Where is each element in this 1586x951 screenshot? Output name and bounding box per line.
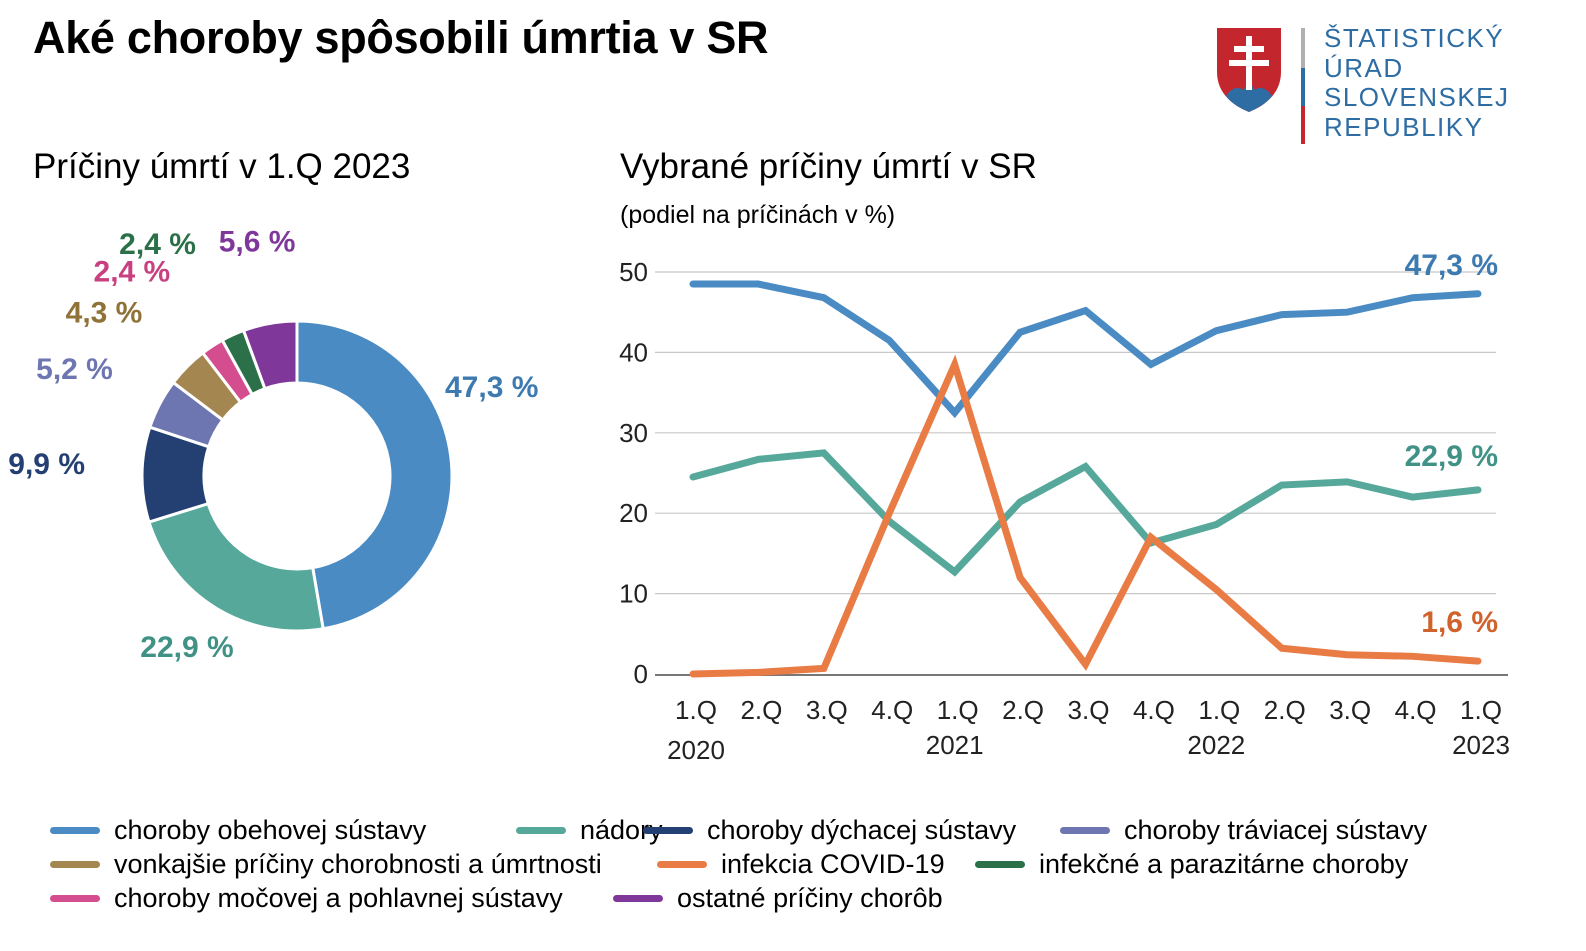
legend-label: vonkajšie príčiny chorobnosti a úmrtnost… [114, 849, 602, 879]
legend-label: infekčné a parazitárne choroby [1039, 849, 1409, 879]
x-year-label: 2023 [1452, 730, 1510, 760]
legend-label: choroby dýchacej sústavy [707, 815, 1017, 845]
legend-swatch [643, 827, 693, 834]
x-tick-label: 3.Q [1068, 695, 1110, 725]
x-tick-label: 1.Q [937, 695, 979, 725]
x-tick-label: 1.Q [675, 695, 717, 725]
y-tick-label: 50 [619, 257, 648, 287]
x-tick-label: 4.Q [1395, 695, 1437, 725]
legend-item: nádory [516, 815, 663, 846]
logo-line: REPUBLIKY [1324, 111, 1484, 142]
legend-label: ostatné príčiny chorôb [677, 883, 943, 913]
x-year-label: 2021 [926, 730, 984, 760]
y-tick-label: 20 [619, 498, 648, 528]
legend-label: choroby tráviacej sústavy [1124, 815, 1428, 845]
logo-text: ŠTATISTICKÝ ÚRAD SLOVENSKEJ REPUBLIKY [1324, 23, 1510, 142]
donut-slice-label: 2,4 % [119, 228, 196, 261]
line-series [689, 354, 1482, 678]
line-series [689, 449, 1482, 577]
y-tick-label: 0 [634, 659, 648, 689]
legend-item: choroby tráviacej sústavy [1060, 815, 1427, 846]
legend-item: vonkajšie príčiny chorobnosti a úmrtnost… [50, 849, 602, 880]
legend-item: choroby dýchacej sústavy [643, 815, 1016, 846]
donut-chart-title: Príčiny úmrtí v 1.Q 2023 [33, 147, 411, 186]
donut-slice [147, 501, 325, 633]
donut-slice-label: 9,9 % [8, 448, 85, 481]
x-year-label: 2020 [667, 735, 725, 765]
donut-slice [295, 319, 454, 631]
donut-slice-label: 5,2 % [36, 353, 113, 386]
charts-canvas: 47,3 % 22,9 % 9,9 % 5,2 % 4,3 % 2,4 %2,4 % 5,6… [8, 226, 1510, 765]
line-series [689, 280, 1482, 419]
legend-label: choroby obehovej sústavy [114, 815, 427, 845]
donut-slice [241, 319, 299, 391]
y-tick-label: 10 [619, 579, 648, 609]
legend-item: choroby močovej a pohlavnej sústavy [50, 883, 563, 914]
legend-item: infekcia COVID-19 [657, 849, 945, 880]
x-tick-label: 3.Q [806, 695, 848, 725]
donut-slice-label: 2,4 % [94, 256, 171, 289]
donut-slice-label: 47,3 % [445, 371, 538, 404]
line-chart-title: Vybrané príčiny úmrtí v SR [620, 147, 1037, 186]
slovak-coat-of-arms-icon [1217, 28, 1281, 112]
x-tick-label: 2.Q [1264, 695, 1306, 725]
legend-item: choroby obehovej sústavy [50, 815, 426, 846]
legend-swatch [1060, 827, 1110, 834]
x-tick-label: 2.Q [1002, 695, 1044, 725]
legend-swatch [657, 861, 707, 868]
donut-slice-label: 22,9 % [140, 631, 233, 664]
donut-slice-label: 4,3 % [66, 296, 143, 329]
logo-line: ŠTATISTICKÝ [1324, 23, 1505, 53]
legend-swatch [50, 861, 100, 868]
x-tick-label: 4.Q [871, 695, 913, 725]
legend-swatch [50, 827, 100, 834]
legend-label: infekcia COVID-19 [721, 849, 945, 879]
legend-swatch [975, 861, 1025, 868]
y-tick-label: 40 [619, 337, 648, 367]
legend-item: infekčné a parazitárne choroby [975, 849, 1408, 880]
legend-swatch [50, 895, 100, 902]
x-tick-label: 2.Q [740, 695, 782, 725]
legend-label: choroby močovej a pohlavnej sústavy [114, 883, 563, 913]
donut-slice-label: 5,6 % [219, 226, 296, 259]
series-end-label: 22,9 % [1405, 440, 1498, 473]
series-end-label: 47,3 % [1405, 249, 1498, 282]
line-chart-subtitle: (podiel na príčinách v %) [620, 201, 896, 229]
x-tick-label: 4.Q [1133, 695, 1175, 725]
x-tick-label: 1.Q [1460, 695, 1502, 725]
legend-swatch [613, 895, 663, 902]
series-end-label: 1,6 % [1421, 606, 1498, 639]
statistical-office-logo: ŠTATISTICKÝ ÚRAD SLOVENSKEJ REPUBLIKY [1214, 23, 1514, 149]
logo-divider [1301, 28, 1305, 144]
logo-line: ÚRAD [1324, 52, 1404, 83]
legend-item: ostatné príčiny chorôb [613, 883, 943, 914]
legend-swatch [516, 827, 566, 834]
page-title: Aké choroby spôsobili úmrtia v SR [33, 12, 769, 63]
logo-line: SLOVENSKEJ [1324, 82, 1510, 112]
y-tick-label: 30 [619, 418, 648, 448]
x-tick-label: 3.Q [1329, 695, 1371, 725]
x-year-label: 2022 [1187, 730, 1245, 760]
x-tick-label: 1.Q [1198, 695, 1240, 725]
